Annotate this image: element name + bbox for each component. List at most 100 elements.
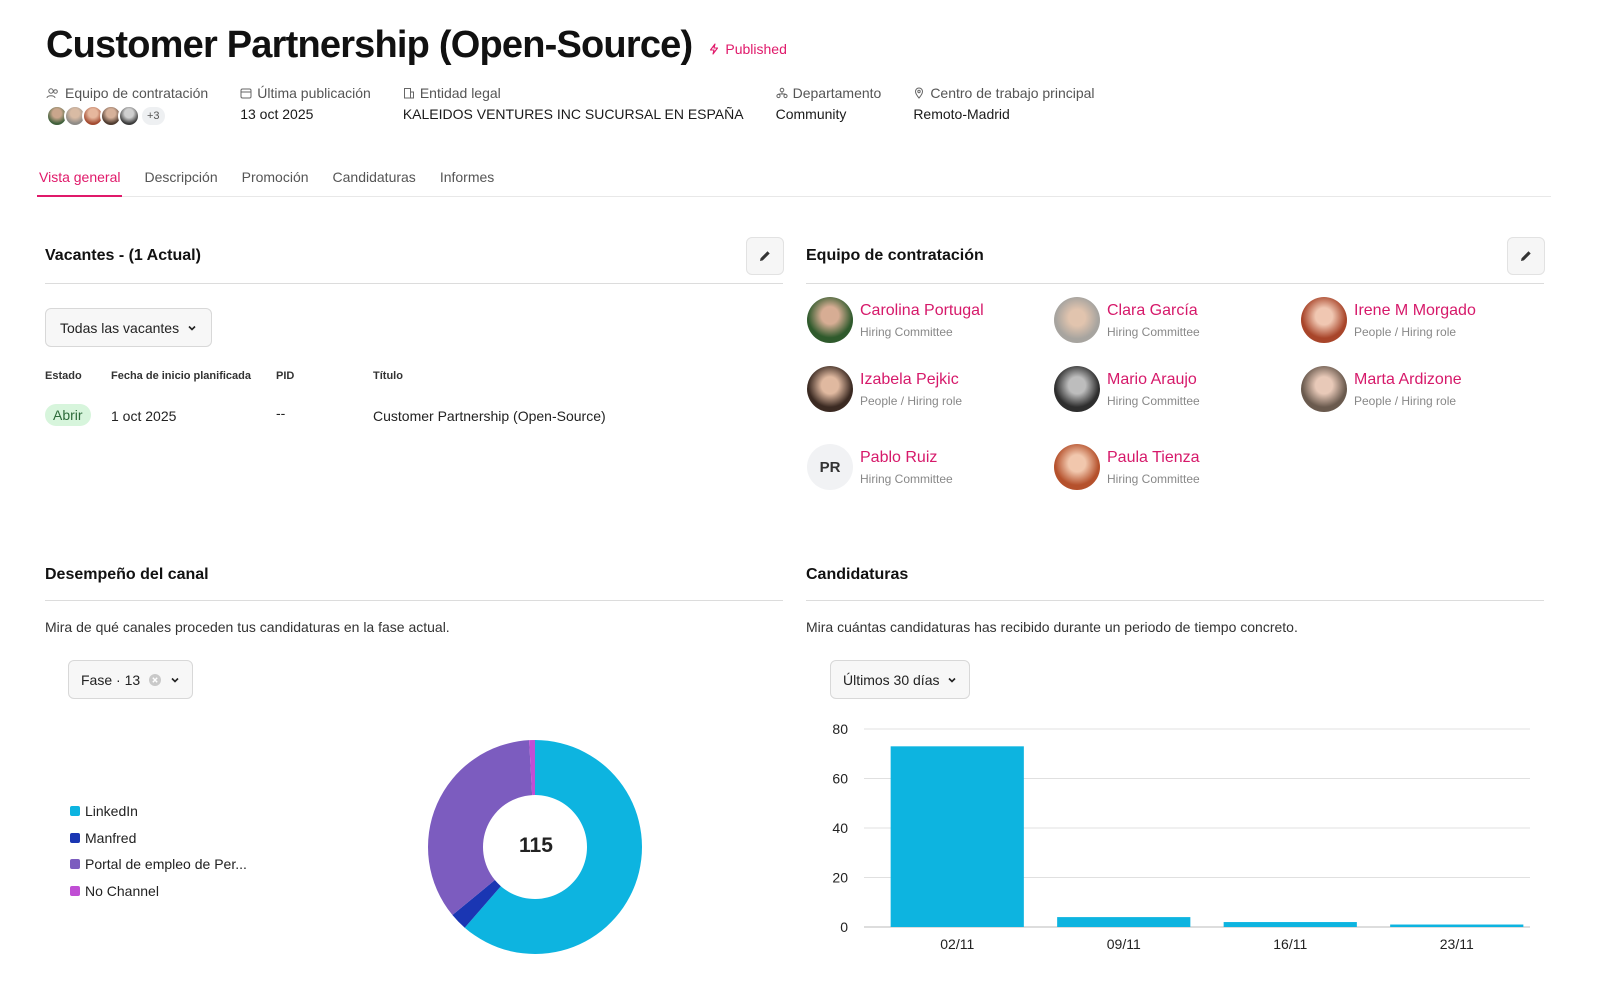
status-badge: Abrir — [45, 404, 91, 426]
team-avatars[interactable]: +3 — [46, 105, 208, 127]
legend-item[interactable]: Manfred — [70, 825, 247, 852]
org-chart-icon — [775, 87, 788, 99]
team-member[interactable]: Izabela Pejkic People / Hiring role — [807, 366, 962, 412]
team-member[interactable]: Mario Araujo Hiring Committee — [1054, 366, 1200, 412]
member-role: Hiring Committee — [1107, 393, 1200, 408]
team-member[interactable]: Marta Ardizone People / Hiring role — [1301, 366, 1462, 412]
member-name[interactable]: Marta Ardizone — [1354, 370, 1462, 388]
department-label: Departamento — [792, 85, 882, 101]
tab-applications[interactable]: Candidaturas — [332, 169, 416, 185]
member-name[interactable]: Paula Tienza — [1107, 448, 1200, 466]
chevron-down-icon — [948, 677, 957, 683]
y-tick-label: 60 — [832, 771, 848, 787]
clear-icon[interactable] — [148, 673, 162, 687]
team-member[interactable]: Irene M Morgado People / Hiring role — [1301, 297, 1476, 343]
donut-slice[interactable] — [464, 740, 642, 954]
period-filter-dropdown[interactable]: Últimos 30 días — [830, 660, 971, 699]
member-name[interactable]: Carolina Portugal — [860, 301, 984, 319]
bar[interactable] — [890, 746, 1024, 927]
tab-promotion[interactable]: Promoción — [241, 169, 309, 185]
legend-swatch — [70, 859, 80, 870]
applications-description: Mira cuántas candidaturas has recibido d… — [806, 619, 1298, 635]
tab-bar: Vista general Descripción Promoción Cand… — [37, 160, 1551, 197]
member-name[interactable]: Izabela Pejkic — [860, 370, 959, 388]
start-date-cell: 1 oct 2025 — [111, 408, 177, 424]
vacancies-filter-dropdown[interactable]: Todas las vacantes — [45, 308, 213, 347]
tab-overview[interactable]: Vista general — [37, 160, 123, 197]
department-value: Community — [775, 106, 847, 122]
column-header-title: Título — [373, 370, 403, 382]
bar[interactable] — [1057, 917, 1191, 927]
people-icon — [46, 88, 58, 99]
team-member[interactable]: Clara García Hiring Committee — [1054, 297, 1200, 343]
member-name[interactable]: Clara García — [1107, 301, 1198, 319]
edit-team-button[interactable] — [1507, 237, 1545, 275]
more-members-count[interactable]: +3 — [142, 107, 165, 125]
edit-vacancies-button[interactable] — [746, 237, 784, 275]
pencil-icon — [760, 251, 770, 261]
column-header-status: Estado — [45, 370, 82, 382]
avatar[interactable] — [118, 105, 140, 127]
x-tick-label: 02/11 — [940, 936, 974, 952]
vacancies-filter-label: Todas las vacantes — [60, 319, 180, 336]
channel-donut-chart — [428, 740, 642, 954]
status-label: Published — [725, 40, 787, 57]
y-tick-label: 0 — [840, 919, 848, 935]
channel-divider — [45, 600, 783, 601]
legend-item[interactable]: LinkedIn — [70, 798, 247, 825]
avatar — [1301, 297, 1347, 343]
team-member[interactable]: PR Pablo Ruiz Hiring Committee — [807, 444, 953, 490]
legend-swatch — [70, 806, 80, 817]
job-meta: Equipo de contratación +3 Última publica… — [46, 84, 1127, 127]
published-value: 13 oct 2025 — [240, 106, 314, 122]
y-tick-label: 20 — [832, 870, 848, 886]
y-tick-label: 80 — [832, 721, 848, 737]
title-row: Customer Partnership (Open-Source) Publi… — [46, 24, 787, 67]
pid-cell: -- — [276, 405, 286, 421]
bar[interactable] — [1390, 924, 1524, 927]
legend-item[interactable]: No Channel — [70, 878, 247, 905]
avatar — [1054, 297, 1100, 343]
title-cell[interactable]: Customer Partnership (Open-Source) — [373, 408, 606, 424]
column-header-start-date: Fecha de inicio planificada — [111, 370, 251, 382]
location-label: Centro de trabajo principal — [930, 85, 1095, 101]
donut-slice[interactable] — [428, 740, 533, 916]
applications-divider — [806, 600, 1544, 601]
meta-location: Centro de trabajo principal Remoto-Madri… — [913, 84, 1094, 127]
avatar — [807, 297, 853, 343]
applications-title: Candidaturas — [806, 566, 909, 583]
member-name[interactable]: Pablo Ruiz — [860, 448, 938, 466]
published-label: Última publicación — [257, 85, 371, 101]
tab-reports[interactable]: Informes — [439, 169, 495, 185]
stage-filter-dropdown[interactable]: Fase · 13 — [68, 660, 194, 699]
vacancies-title: Vacantes - (1 Actual) — [45, 247, 201, 264]
member-role: People / Hiring role — [1354, 393, 1457, 408]
tab-description[interactable]: Descripción — [144, 169, 218, 185]
member-name[interactable]: Mario Araujo — [1107, 370, 1197, 388]
legend-swatch — [70, 885, 80, 896]
member-role: Hiring Committee — [1107, 324, 1200, 339]
member-name[interactable]: Irene M Morgado — [1354, 301, 1476, 319]
status-badge: Published — [708, 41, 787, 57]
donut-total: 115 — [519, 834, 553, 857]
avatar — [1054, 444, 1100, 490]
y-tick-label: 40 — [832, 820, 848, 836]
calendar-icon — [240, 88, 252, 99]
bar[interactable] — [1223, 922, 1357, 927]
legend-item[interactable]: Portal de empleo de Per... — [70, 851, 247, 878]
avatar — [1054, 366, 1100, 412]
team-member[interactable]: Carolina Portugal Hiring Committee — [807, 297, 984, 343]
donut-slice[interactable] — [452, 880, 501, 928]
member-role: Hiring Committee — [860, 324, 953, 339]
meta-entity: Entidad legal KALEIDOS VENTURES INC SUCU… — [403, 84, 744, 127]
team-member[interactable]: Paula Tienza Hiring Committee — [1054, 444, 1200, 490]
donut-slice[interactable] — [529, 740, 535, 796]
team-label: Equipo de contratación — [65, 85, 209, 101]
avatar: PR — [807, 444, 853, 490]
avatar — [807, 366, 853, 412]
meta-department: Departamento Community — [776, 84, 882, 127]
entity-label: Entidad legal — [419, 85, 501, 101]
chevron-down-icon — [171, 677, 179, 683]
channel-legend: LinkedIn Manfred Portal de empleo de Per… — [70, 798, 247, 904]
legend-label: Portal de empleo de Per... — [85, 856, 247, 873]
